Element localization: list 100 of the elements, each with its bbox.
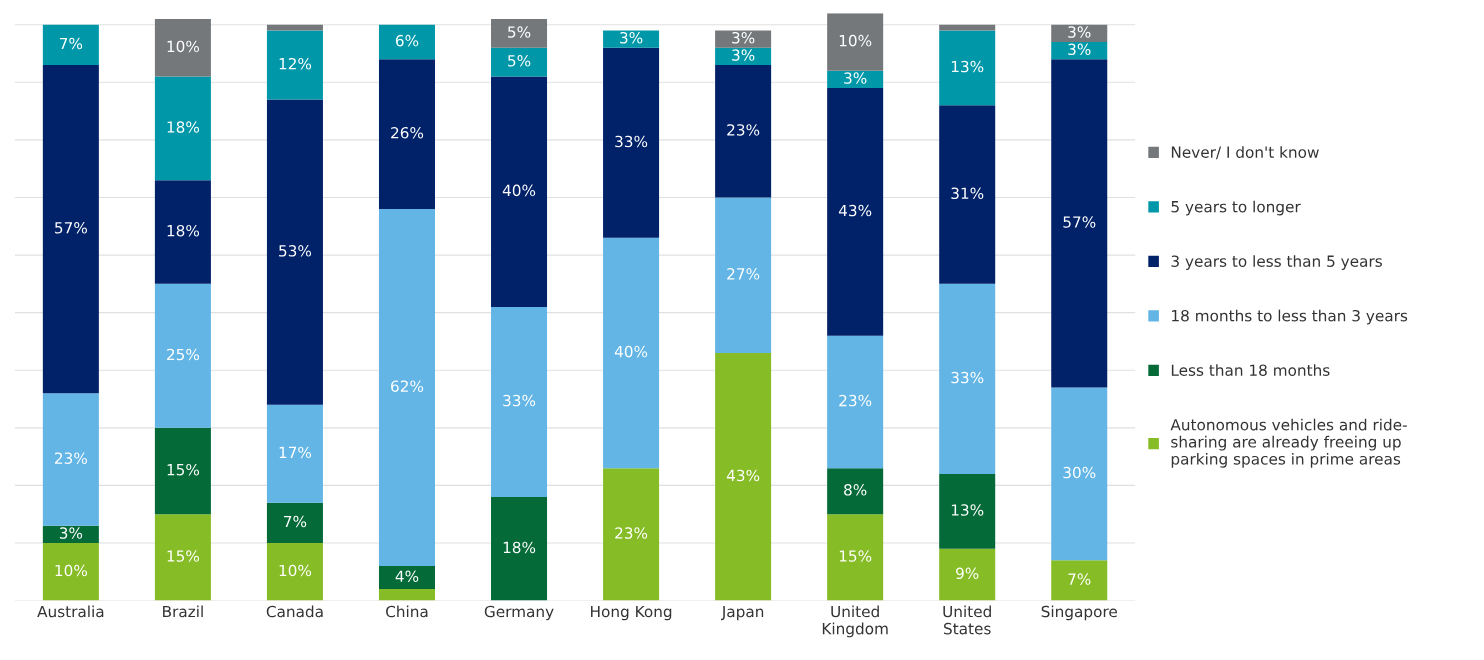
bar (266, 99, 323, 405)
x-tick-label: Japan (721, 605, 764, 621)
bar (715, 47, 772, 66)
data-label: 5% (508, 26, 531, 38)
x-tick-label: Singapore (1041, 605, 1117, 621)
data-label: 33% (615, 135, 648, 148)
data-label: 23% (55, 452, 87, 464)
bar (603, 47, 660, 238)
data-label: 7% (1068, 573, 1091, 585)
data-label: 31% (951, 187, 984, 200)
data-label: 40% (502, 184, 536, 197)
x-tick-label: Canada (266, 605, 323, 618)
data-label: 40% (614, 345, 648, 358)
bar (939, 283, 996, 474)
bar (715, 352, 772, 601)
legend-label: Less than 18 months (1171, 364, 1330, 376)
data-label: 3% (1068, 43, 1091, 56)
data-label: 23% (839, 394, 872, 407)
data-label: 9% (956, 567, 979, 580)
bar (939, 473, 996, 549)
x-tick-label: Hong Kong (591, 605, 672, 621)
data-label: 13% (951, 504, 984, 516)
legend-label: Autonomous vehicles and ride- sharing are already freeing up parking spaces in prime areas (1170, 418, 1407, 468)
bar (154, 514, 211, 601)
data-label: 17% (279, 446, 312, 459)
data-label: 33% (951, 371, 984, 384)
bar (827, 70, 884, 89)
data-label: 62% (391, 380, 424, 392)
data-label: 26% (391, 127, 424, 139)
data-label: 43% (838, 204, 872, 217)
bar (827, 88, 884, 336)
bar (827, 335, 884, 469)
bar (378, 589, 435, 601)
bar (42, 393, 99, 526)
data-label: 10% (839, 34, 872, 47)
data-label: 10% (55, 564, 87, 577)
bar (1051, 24, 1108, 42)
bar (266, 543, 323, 601)
data-label: 13% (951, 60, 984, 73)
data-label: 15% (839, 550, 872, 562)
x-tick-label: United States (943, 605, 991, 635)
bar (1051, 560, 1108, 601)
data-label: 33% (503, 394, 536, 407)
data-label: 3% (1068, 26, 1091, 38)
legend-label: Never/ I don't know (1171, 146, 1319, 160)
bar (715, 197, 772, 353)
bar (154, 18, 211, 77)
data-label: 10% (167, 40, 200, 53)
data-label: 12% (279, 57, 312, 70)
data-label: 25% (167, 348, 200, 361)
data-label: 18% (167, 224, 200, 237)
bar (491, 306, 548, 497)
bar (266, 502, 323, 544)
data-label: 3% (59, 527, 83, 539)
x-tick-label: Germany (484, 605, 554, 621)
legend-label: 18 months to less than 3 years (1172, 309, 1408, 325)
bar (378, 566, 435, 590)
bar (154, 283, 211, 428)
bar (491, 18, 548, 48)
data-label: 15% (167, 463, 200, 476)
data-label: 10% (279, 564, 312, 577)
bar (603, 30, 660, 48)
data-label: 3% (844, 72, 867, 84)
bar (715, 30, 772, 48)
bar (154, 180, 211, 284)
bar (266, 30, 323, 100)
data-label: 23% (727, 124, 760, 136)
data-label: 8% (844, 484, 867, 496)
data-label: 18% (167, 121, 200, 133)
bar (491, 76, 548, 307)
bar (939, 30, 996, 106)
bar (42, 525, 99, 544)
bar (827, 514, 884, 601)
bar (42, 24, 99, 66)
x-tick-label: Brazil (163, 605, 203, 618)
bar (491, 47, 548, 77)
x-tick-label: China (386, 605, 428, 618)
bar (1051, 41, 1108, 60)
bar (42, 543, 99, 601)
bar (939, 105, 996, 284)
bar (491, 496, 548, 601)
data-label: 23% (615, 527, 648, 539)
data-label: 3% (732, 49, 755, 61)
data-label: 7% (284, 515, 307, 528)
bar (378, 24, 435, 60)
data-label: 43% (726, 469, 760, 482)
data-label: 30% (1063, 466, 1096, 479)
data-label: 57% (1063, 216, 1096, 228)
bar (827, 468, 884, 515)
data-label: 6% (395, 34, 419, 47)
bar (378, 59, 435, 209)
bar (1051, 59, 1108, 388)
data-label: 53% (279, 245, 312, 257)
data-label: 18% (503, 541, 536, 554)
data-label: 3% (732, 31, 755, 44)
data-label: 57% (55, 222, 87, 234)
bar (603, 468, 660, 601)
bar (42, 65, 99, 394)
data-label: 15% (167, 550, 200, 562)
bar (378, 209, 435, 567)
